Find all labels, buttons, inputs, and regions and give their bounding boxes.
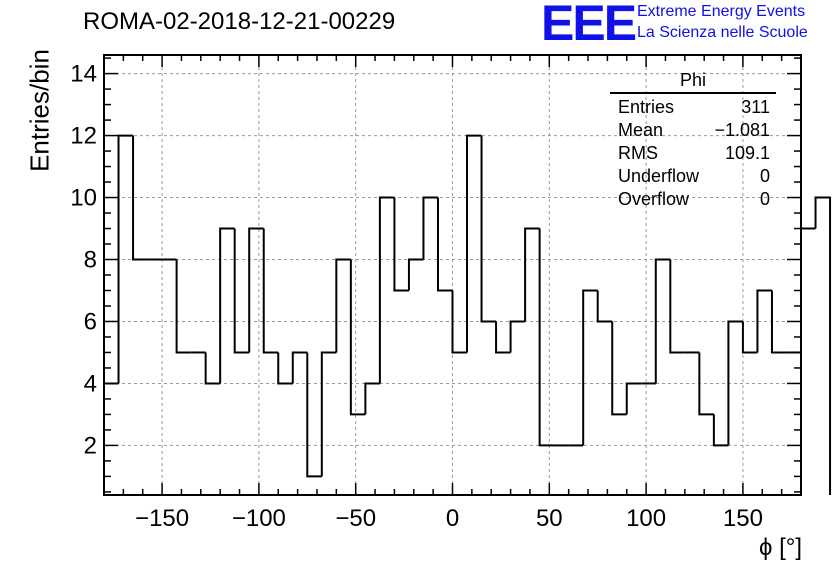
y-tick-label: 2 xyxy=(84,432,97,459)
histogram-bin xyxy=(320,351,337,477)
histogram-bin xyxy=(451,290,468,354)
x-tick-label: 0 xyxy=(446,505,459,532)
histogram-bin xyxy=(480,135,497,323)
histogram-bin xyxy=(625,382,642,415)
stats-row-overflow: Overflow 0 xyxy=(610,188,776,211)
histogram-bin xyxy=(582,289,598,446)
y-tick-label: 4 xyxy=(84,370,97,397)
histogram-bin xyxy=(117,134,134,384)
histogram-bin xyxy=(219,227,235,384)
histogram-bin xyxy=(291,351,308,384)
histogram-bin xyxy=(654,258,671,384)
histogram-bin xyxy=(103,382,119,495)
histogram-bin xyxy=(277,352,293,385)
histogram-bin xyxy=(175,259,192,354)
stats-row-underflow: Underflow 0 xyxy=(610,165,776,188)
y-tick-label: 12 xyxy=(70,123,97,150)
y-tick-label: 6 xyxy=(84,308,97,335)
histogram-bin xyxy=(495,321,511,354)
histogram-bin xyxy=(712,414,729,447)
histogram-bin xyxy=(741,321,758,354)
stats-row-entries: Entries 311 xyxy=(610,96,776,119)
x-tick-label: −150 xyxy=(135,505,189,532)
stats-value: 311 xyxy=(741,97,770,117)
histogram-bin xyxy=(407,258,424,291)
histogram-bin xyxy=(436,197,453,292)
histogram-bin xyxy=(770,290,787,354)
stats-row-mean: Mean −1.081 xyxy=(610,119,776,142)
y-tick-label: 8 xyxy=(84,247,97,274)
eee-tagline-1: Extreme Energy Events xyxy=(637,3,806,20)
stats-label: Mean xyxy=(618,120,664,140)
y-tick-label: 14 xyxy=(70,61,97,88)
stats-label: RMS xyxy=(618,143,658,163)
histogram-bin xyxy=(349,259,366,416)
stats-value: 0 xyxy=(759,189,770,209)
x-axis-label: ϕ [°] xyxy=(758,534,802,561)
x-tick-label: 100 xyxy=(626,505,666,532)
stats-label: Underflow xyxy=(618,166,700,186)
chart-title: ROMA-02-2018-12-21-00229 xyxy=(83,8,396,35)
stats-value: 109.1 xyxy=(724,143,770,163)
stats-label: Overflow xyxy=(618,189,690,209)
histogram-bin xyxy=(204,352,221,385)
histogram-bin xyxy=(132,135,148,261)
histogram-bin xyxy=(611,321,627,416)
histogram-bin xyxy=(814,196,832,495)
x-tick-label: 150 xyxy=(723,505,763,532)
histogram-bin xyxy=(364,382,380,415)
histogram-bin xyxy=(262,228,279,354)
x-tick-label: 50 xyxy=(536,505,563,532)
x-tick-label: −100 xyxy=(232,505,286,532)
eee-tagline-2: La Scienza nelle Scuole xyxy=(637,24,808,41)
histogram-bin xyxy=(466,134,482,353)
histogram-bin xyxy=(248,227,264,353)
eee-logo: EEE xyxy=(541,0,637,51)
y-tick-label: 10 xyxy=(70,185,97,212)
histogram-bin xyxy=(669,259,685,354)
stats-value: −1.081 xyxy=(714,120,770,140)
histogram-bin xyxy=(378,196,395,384)
histogram-bin xyxy=(756,289,772,353)
x-tick-label: −50 xyxy=(335,505,376,532)
histogram-bin xyxy=(596,290,613,323)
histogram-bin xyxy=(800,227,816,353)
stats-label: Entries xyxy=(618,97,675,117)
stats-value: 0 xyxy=(759,166,770,186)
histogram-bin xyxy=(335,258,351,353)
stats-row-rms: RMS 109.1 xyxy=(610,142,776,165)
stats-title: Phi xyxy=(610,70,776,94)
histogram-bin xyxy=(524,227,540,322)
histogram-bin xyxy=(393,197,409,292)
histogram-bin xyxy=(306,352,322,478)
stats-box: Phi Entries 311 Mean −1.081 RMS 109.1 Un… xyxy=(610,70,776,211)
histogram-bin xyxy=(538,228,555,447)
histogram-bin xyxy=(509,320,526,353)
histogram-bin xyxy=(727,320,743,446)
histogram-bin xyxy=(698,352,714,416)
histogram-bin xyxy=(422,196,438,260)
histogram-bin xyxy=(233,228,250,354)
